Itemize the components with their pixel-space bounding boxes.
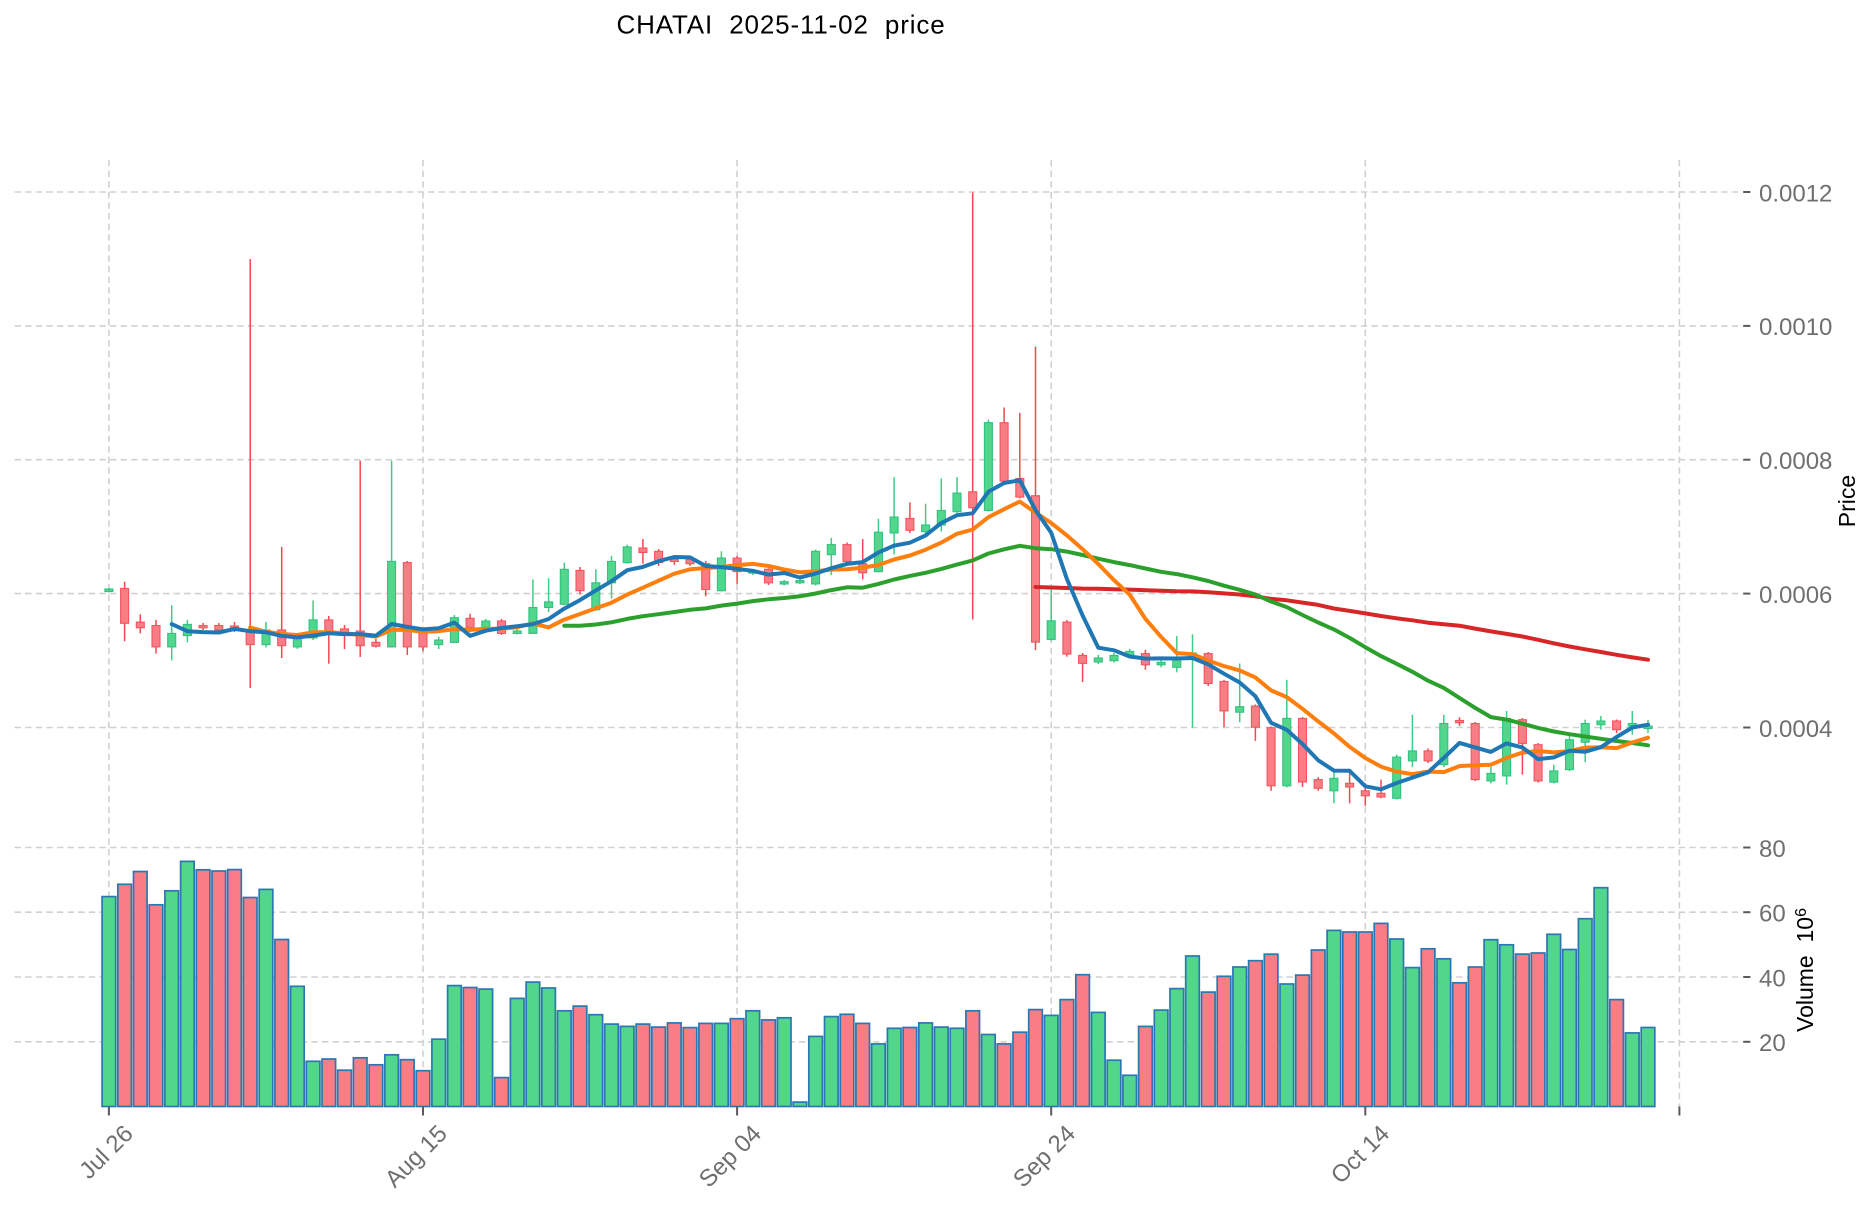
- svg-text:0.0008: 0.0008: [1759, 448, 1832, 475]
- svg-text:20: 20: [1759, 1030, 1786, 1057]
- svg-text:0.0004: 0.0004: [1759, 716, 1832, 743]
- svg-text:Volume 106: Volume 106: [1792, 908, 1818, 1032]
- svg-text:0.0010: 0.0010: [1759, 314, 1832, 341]
- svg-text:0.0012: 0.0012: [1759, 180, 1832, 207]
- svg-text:80: 80: [1759, 836, 1786, 863]
- svg-text:CHATAI 2025-11-02 price: CHATAI 2025-11-02 price: [616, 10, 945, 40]
- svg-text:Price: Price: [1834, 475, 1860, 527]
- svg-text:40: 40: [1759, 965, 1786, 992]
- svg-text:60: 60: [1759, 901, 1786, 928]
- svg-text:0.0006: 0.0006: [1759, 582, 1832, 609]
